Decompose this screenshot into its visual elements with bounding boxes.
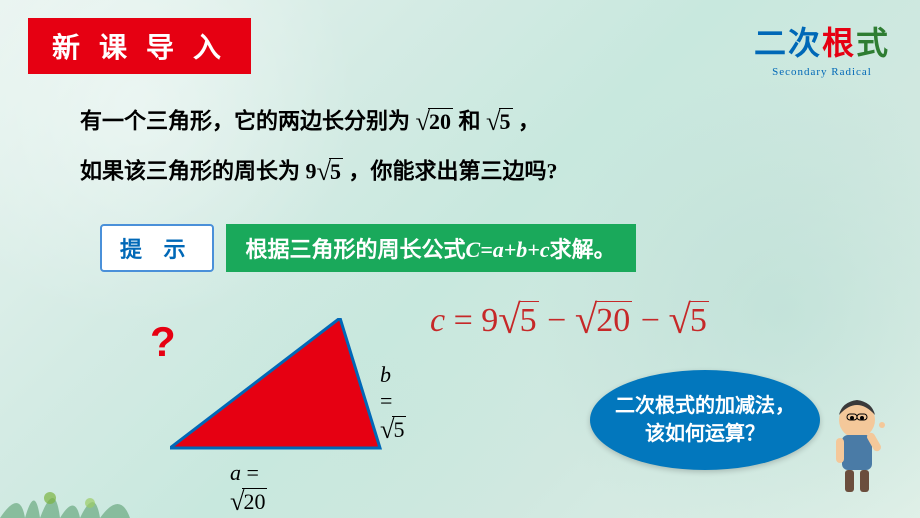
side-b-label: b = √5: [380, 362, 406, 445]
brand-subtitle: Secondary Radical: [754, 66, 890, 78]
problem-line1-mid: 和: [459, 109, 487, 134]
brand-char-1: 二: [754, 25, 788, 61]
problem-line1-pre: 有一个三角形，它的两边长分别为: [80, 109, 416, 134]
brand-char-4: 式: [856, 25, 890, 61]
brand-char-3: 根: [822, 25, 856, 61]
triangle-svg: [170, 318, 390, 458]
hint-formula: C=a+b+c: [466, 237, 550, 262]
bubble-text: 二次根式的加减法，该如何运算？: [590, 392, 820, 448]
problem-text: 有一个三角形，它的两边长分别为 √20 和 √5 ， 如果该三角形的周长为 9√…: [80, 96, 840, 196]
hint-post: 求解。: [550, 237, 616, 262]
speech-bubble: 二次根式的加减法，该如何运算？: [590, 370, 820, 470]
problem-line1-post: ，: [518, 109, 540, 134]
grass-decoration-icon: [0, 468, 300, 518]
brand-title: 二次根式: [754, 18, 890, 64]
hint-label: 提 示: [100, 224, 214, 272]
student-character-icon: [812, 390, 902, 500]
hint-row: 提 示 根据三角形的周长公式C=a+b+c求解。: [100, 224, 636, 272]
sqrt-5-b: √5: [317, 146, 343, 196]
problem-line2-post: ，你能求出第三边吗?: [349, 159, 558, 184]
hint-pre: 根据三角形的周长公式: [246, 237, 466, 262]
sqrt-20: √20: [416, 96, 453, 146]
coef-9: 9: [306, 159, 317, 184]
hint-text: 根据三角形的周长公式C=a+b+c求解。: [226, 224, 636, 272]
lesson-badge: 新 课 导 入: [28, 18, 251, 74]
problem-line2-pre: 如果该三角形的周长为: [80, 159, 306, 184]
triangle-shape: [170, 318, 380, 448]
sqrt-5: √5: [486, 96, 512, 146]
brand-block: 二次根式 Secondary Radical: [754, 18, 890, 78]
solution-equation: c = 9√5 − √20 − √5: [430, 296, 709, 343]
brand-char-2: 次: [788, 25, 822, 61]
